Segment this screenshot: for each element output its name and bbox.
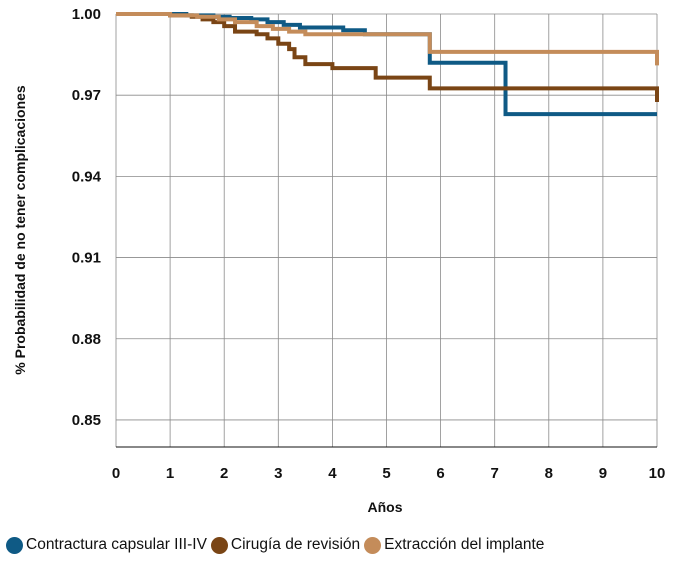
y-tick-2: 0.94 <box>72 168 102 185</box>
legend-item-revision: Cirugía de revisión <box>210 536 361 554</box>
x-tick-5: 5 <box>382 465 390 482</box>
y-axis-title: % Probabilidad de no tener complicacione… <box>12 85 28 375</box>
x-tick-3: 3 <box>274 465 282 482</box>
x-tick-8: 8 <box>545 465 553 482</box>
series-line-2 <box>116 12 659 66</box>
x-tick-0: 0 <box>112 465 120 482</box>
y-tick-0: 1.00 <box>72 6 101 23</box>
y-tick-4: 0.88 <box>72 331 101 348</box>
legend-dot-extraccion <box>364 536 382 554</box>
km-chart: 0 1 2 3 4 5 6 7 8 9 10 1.00 0.97 0.94 0.91 0.88 0.85 Añ… <box>12 6 666 515</box>
legend-label-contractura: Contractura capsular III-IV <box>26 536 207 553</box>
y-tick-3: 0.91 <box>72 250 101 267</box>
legend-dot-contractura <box>6 536 23 554</box>
y-tick-1: 0.97 <box>72 87 101 104</box>
x-tick-6: 6 <box>436 465 444 482</box>
x-axis-title: Años <box>368 499 403 515</box>
x-tick-10: 10 <box>649 465 666 482</box>
legend-item-extraccion: Extracción del implante <box>364 536 544 554</box>
x-tick-9: 9 <box>599 465 607 482</box>
x-tick-7: 7 <box>491 465 499 482</box>
legend-label-revision: Cirugía de revisión <box>230 536 361 553</box>
x-tick-labels: 0 1 2 3 4 5 6 7 8 9 10 <box>112 465 666 482</box>
legend-item-contractura: Contractura capsular III-IV <box>6 536 207 554</box>
legend: Contractura capsular III-IV Cirugía de r… <box>6 536 676 554</box>
y-tick-labels: 1.00 0.97 0.94 0.91 0.88 0.85 <box>72 6 102 429</box>
x-tick-2: 2 <box>220 465 228 482</box>
x-tick-1: 1 <box>166 465 174 482</box>
y-tick-5: 0.85 <box>72 412 101 429</box>
legend-label-extraccion: Extracción del implante <box>384 536 545 553</box>
series-layer <box>116 12 659 117</box>
legend-dot-revision <box>210 536 228 554</box>
x-tick-4: 4 <box>328 465 337 482</box>
